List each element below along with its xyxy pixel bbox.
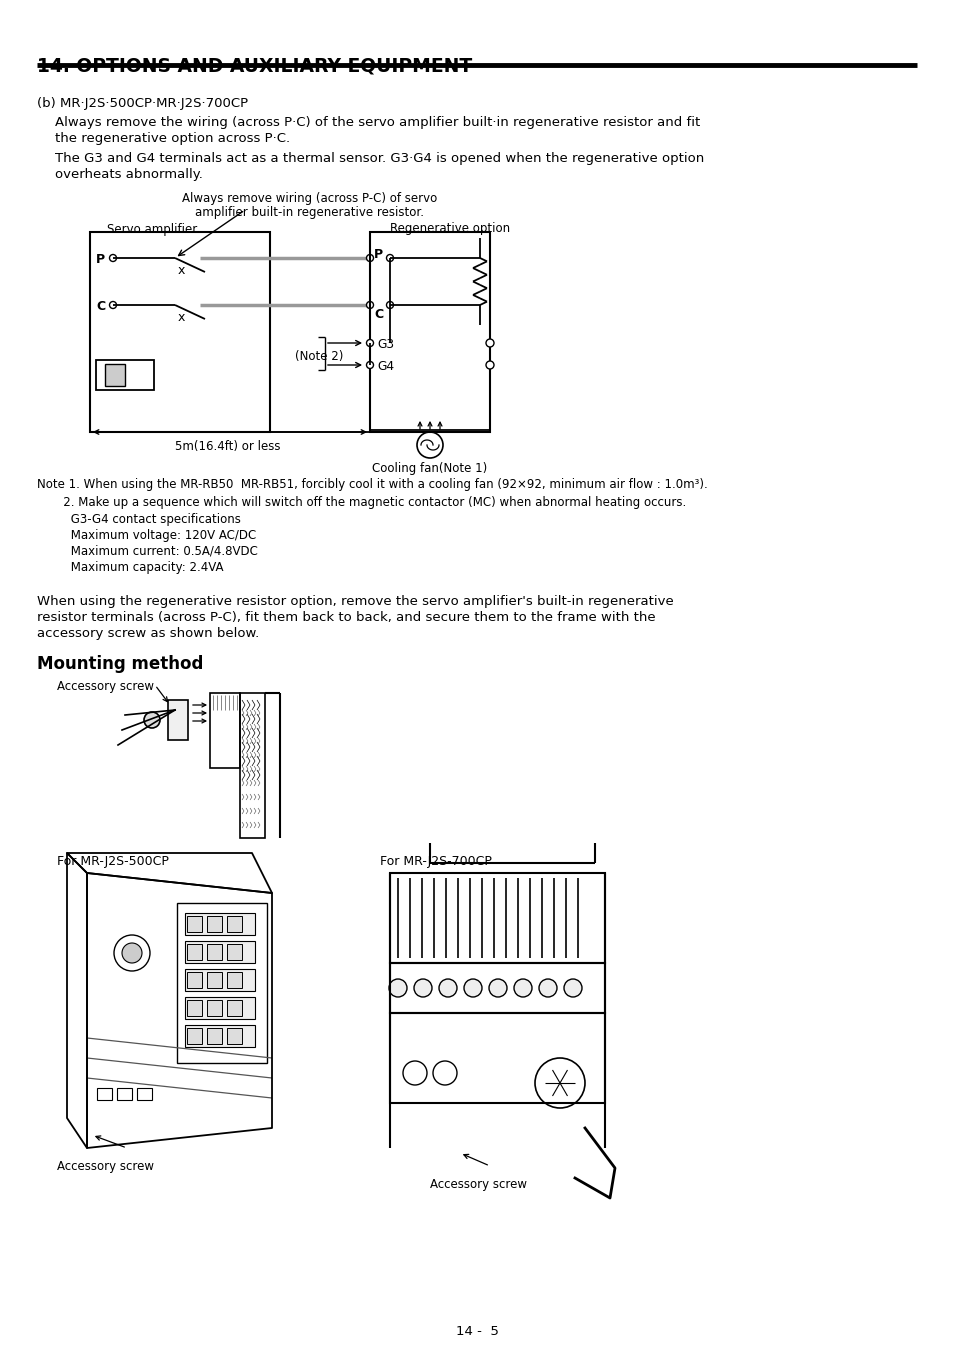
Text: Always remove wiring (across P-C) of servo: Always remove wiring (across P-C) of ser… bbox=[182, 192, 437, 205]
Bar bbox=[227, 972, 242, 988]
Circle shape bbox=[110, 301, 116, 309]
Circle shape bbox=[414, 979, 432, 998]
Bar bbox=[207, 917, 222, 932]
Circle shape bbox=[366, 339, 374, 347]
Bar bbox=[240, 693, 265, 838]
Text: Maximum voltage: 120V AC/DC: Maximum voltage: 120V AC/DC bbox=[37, 529, 256, 541]
Bar bbox=[207, 1000, 222, 1017]
Bar bbox=[187, 917, 202, 932]
Bar bbox=[105, 364, 125, 386]
Circle shape bbox=[366, 255, 374, 262]
Circle shape bbox=[110, 255, 116, 262]
Circle shape bbox=[489, 979, 506, 998]
Bar bbox=[207, 972, 222, 988]
Text: The G3 and G4 terminals act as a thermal sensor. G3·G4 is opened when the regene: The G3 and G4 terminals act as a thermal… bbox=[55, 153, 703, 165]
Text: the regenerative option across P·C.: the regenerative option across P·C. bbox=[55, 132, 290, 144]
Bar bbox=[185, 969, 254, 991]
Circle shape bbox=[485, 339, 494, 347]
Bar bbox=[90, 232, 270, 432]
Text: C: C bbox=[96, 300, 105, 313]
Text: C: C bbox=[374, 308, 383, 321]
Bar bbox=[390, 1012, 604, 1103]
Text: G3: G3 bbox=[376, 338, 394, 351]
Bar bbox=[187, 944, 202, 960]
Bar bbox=[185, 913, 254, 936]
Text: Maximum capacity: 2.4VA: Maximum capacity: 2.4VA bbox=[37, 562, 223, 574]
Circle shape bbox=[366, 362, 374, 369]
Bar bbox=[117, 1088, 132, 1100]
Bar bbox=[390, 873, 604, 963]
Text: G3-G4 contact specifications: G3-G4 contact specifications bbox=[37, 513, 240, 526]
Bar bbox=[168, 701, 188, 740]
Text: Maximum current: 0.5A/4.8VDC: Maximum current: 0.5A/4.8VDC bbox=[37, 545, 257, 558]
Bar bbox=[227, 1000, 242, 1017]
Text: P: P bbox=[96, 252, 105, 266]
Circle shape bbox=[463, 979, 481, 998]
Bar bbox=[96, 360, 153, 390]
Bar bbox=[137, 1088, 152, 1100]
Bar bbox=[187, 1027, 202, 1044]
Text: Note 1. When using the MR-RB50  MR-RB51, forcibly cool it with a cooling fan (92: Note 1. When using the MR-RB50 MR-RB51, … bbox=[37, 478, 707, 491]
Circle shape bbox=[389, 979, 407, 998]
Text: G4: G4 bbox=[376, 360, 394, 373]
Text: 14 -  5: 14 - 5 bbox=[456, 1324, 497, 1338]
Bar bbox=[370, 232, 490, 432]
Circle shape bbox=[366, 301, 374, 309]
Text: For MR-J2S-500CP: For MR-J2S-500CP bbox=[57, 855, 169, 868]
Bar bbox=[207, 944, 222, 960]
Circle shape bbox=[485, 360, 494, 369]
Text: x: x bbox=[178, 265, 185, 277]
Bar bbox=[210, 693, 240, 768]
Text: Regenerative option: Regenerative option bbox=[390, 221, 510, 235]
Circle shape bbox=[538, 979, 557, 998]
Bar bbox=[185, 941, 254, 963]
Text: Accessory screw: Accessory screw bbox=[57, 680, 153, 693]
Text: amplifier built-in regenerative resistor.: amplifier built-in regenerative resistor… bbox=[195, 207, 424, 219]
Bar bbox=[227, 1027, 242, 1044]
Bar bbox=[227, 944, 242, 960]
Circle shape bbox=[386, 255, 393, 262]
Bar bbox=[187, 972, 202, 988]
Bar bbox=[227, 917, 242, 932]
Text: accessory screw as shown below.: accessory screw as shown below. bbox=[37, 626, 259, 640]
Text: 14. OPTIONS AND AUXILIARY EQUIPMENT: 14. OPTIONS AND AUXILIARY EQUIPMENT bbox=[37, 57, 472, 76]
Text: P: P bbox=[374, 248, 383, 261]
Bar bbox=[187, 1000, 202, 1017]
Text: resistor terminals (across P-C), fit them back to back, and secure them to the f: resistor terminals (across P-C), fit the… bbox=[37, 612, 655, 624]
Text: Always remove the wiring (across P·C) of the servo amplifier built·in regenerati: Always remove the wiring (across P·C) of… bbox=[55, 116, 700, 130]
Circle shape bbox=[144, 711, 160, 728]
Text: Accessory screw: Accessory screw bbox=[430, 1179, 526, 1191]
Text: Accessory screw: Accessory screw bbox=[57, 1160, 153, 1173]
Bar bbox=[207, 1027, 222, 1044]
Bar bbox=[390, 963, 604, 1012]
Text: overheats abnormally.: overheats abnormally. bbox=[55, 167, 203, 181]
Text: (b) MR·J2S·500CP·MR·J2S·700CP: (b) MR·J2S·500CP·MR·J2S·700CP bbox=[37, 97, 248, 109]
Bar bbox=[177, 903, 267, 1062]
Text: Mounting method: Mounting method bbox=[37, 655, 203, 674]
Circle shape bbox=[438, 979, 456, 998]
Text: (Note 2): (Note 2) bbox=[294, 350, 343, 363]
Text: When using the regenerative resistor option, remove the servo amplifier's built-: When using the regenerative resistor opt… bbox=[37, 595, 673, 608]
Circle shape bbox=[563, 979, 581, 998]
Text: x: x bbox=[178, 310, 185, 324]
Text: Servo amplifier: Servo amplifier bbox=[107, 223, 197, 236]
Circle shape bbox=[386, 301, 393, 309]
Bar bbox=[185, 998, 254, 1019]
Text: 2. Make up a sequence which will switch off the magnetic contactor (MC) when abn: 2. Make up a sequence which will switch … bbox=[37, 495, 685, 509]
Text: For MR-J2S-700CP: For MR-J2S-700CP bbox=[379, 855, 492, 868]
Circle shape bbox=[514, 979, 532, 998]
Text: 5m(16.4ft) or less: 5m(16.4ft) or less bbox=[174, 440, 280, 454]
Circle shape bbox=[122, 944, 142, 963]
Text: Cooling fan(Note 1): Cooling fan(Note 1) bbox=[372, 462, 487, 475]
Bar bbox=[185, 1025, 254, 1048]
Bar bbox=[97, 1088, 112, 1100]
